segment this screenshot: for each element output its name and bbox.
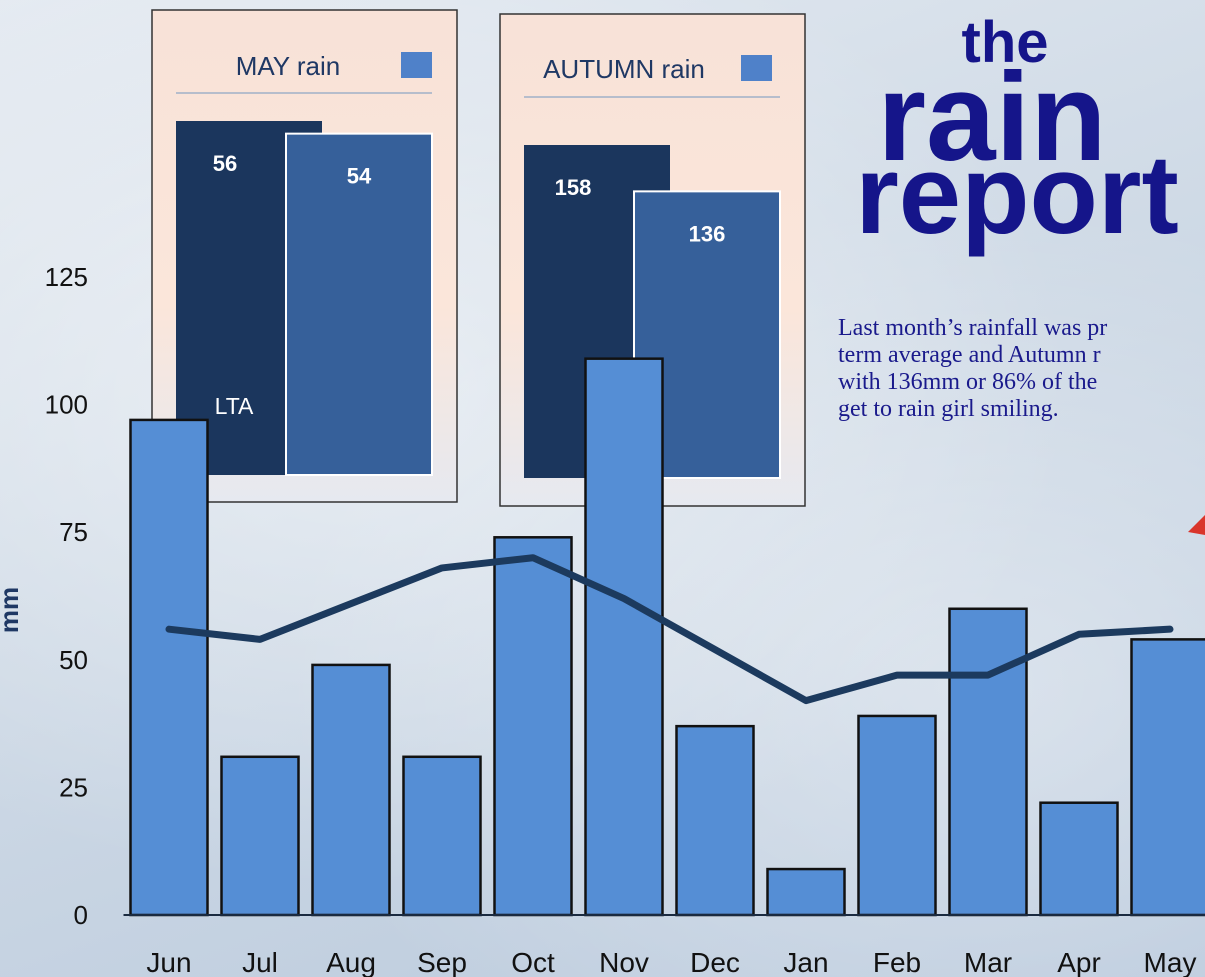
bar xyxy=(677,726,754,915)
value-label: 56 xyxy=(213,151,237,176)
decoration xyxy=(1188,515,1205,535)
paragraph-line: get to rain girl smiling. xyxy=(838,396,1059,422)
logo-report: report xyxy=(855,132,1179,257)
page: the rain report Last month’s rainfall wa… xyxy=(0,0,1205,977)
x-tick-label: Apr xyxy=(1057,947,1101,977)
bar xyxy=(1132,639,1205,915)
y-axis-title: mm xyxy=(0,587,24,633)
legend-swatch xyxy=(401,52,432,78)
bar xyxy=(859,716,936,915)
bar xyxy=(495,537,572,915)
y-tick-label: 25 xyxy=(59,772,88,802)
x-tick-label: Oct xyxy=(511,947,555,977)
x-tick-label: Aug xyxy=(326,947,376,977)
x-tick-label: Jun xyxy=(146,947,191,977)
y-tick-label: 75 xyxy=(59,517,88,547)
legend-label: AUTUMN rain xyxy=(543,54,705,84)
paragraph-line: Last month’s rainfall was pr xyxy=(838,315,1107,341)
bar xyxy=(313,665,390,915)
bar xyxy=(222,757,299,915)
bar xyxy=(131,420,208,915)
y-tick-label: 125 xyxy=(45,262,88,292)
value-label: 136 xyxy=(689,221,726,246)
x-tick-label: Sep xyxy=(417,947,467,977)
category-label: LTA xyxy=(215,393,254,419)
y-tick-label: 100 xyxy=(45,390,88,420)
x-tick-label: Nov xyxy=(599,947,649,977)
value-label: 158 xyxy=(555,175,592,200)
bar xyxy=(1041,803,1118,915)
bar xyxy=(768,869,845,915)
x-tick-label: Feb xyxy=(873,947,921,977)
x-tick-label: May xyxy=(1144,947,1197,977)
x-tick-label: Jan xyxy=(783,947,828,977)
bar xyxy=(404,757,481,915)
paragraph-line: with 136mm or 86% of the xyxy=(838,369,1097,395)
legend-label: MAY rain xyxy=(236,51,341,81)
x-tick-label: Dec xyxy=(690,947,740,977)
x-tick-label: Jul xyxy=(242,947,278,977)
y-tick-label: 0 xyxy=(74,900,88,930)
y-tick-label: 50 xyxy=(59,645,88,675)
legend-swatch xyxy=(741,55,772,81)
paragraph-line: term average and Autumn r xyxy=(838,342,1101,368)
x-tick-label: Mar xyxy=(964,947,1012,977)
bar xyxy=(586,359,663,915)
bar xyxy=(950,609,1027,915)
value-label: 54 xyxy=(347,164,372,189)
